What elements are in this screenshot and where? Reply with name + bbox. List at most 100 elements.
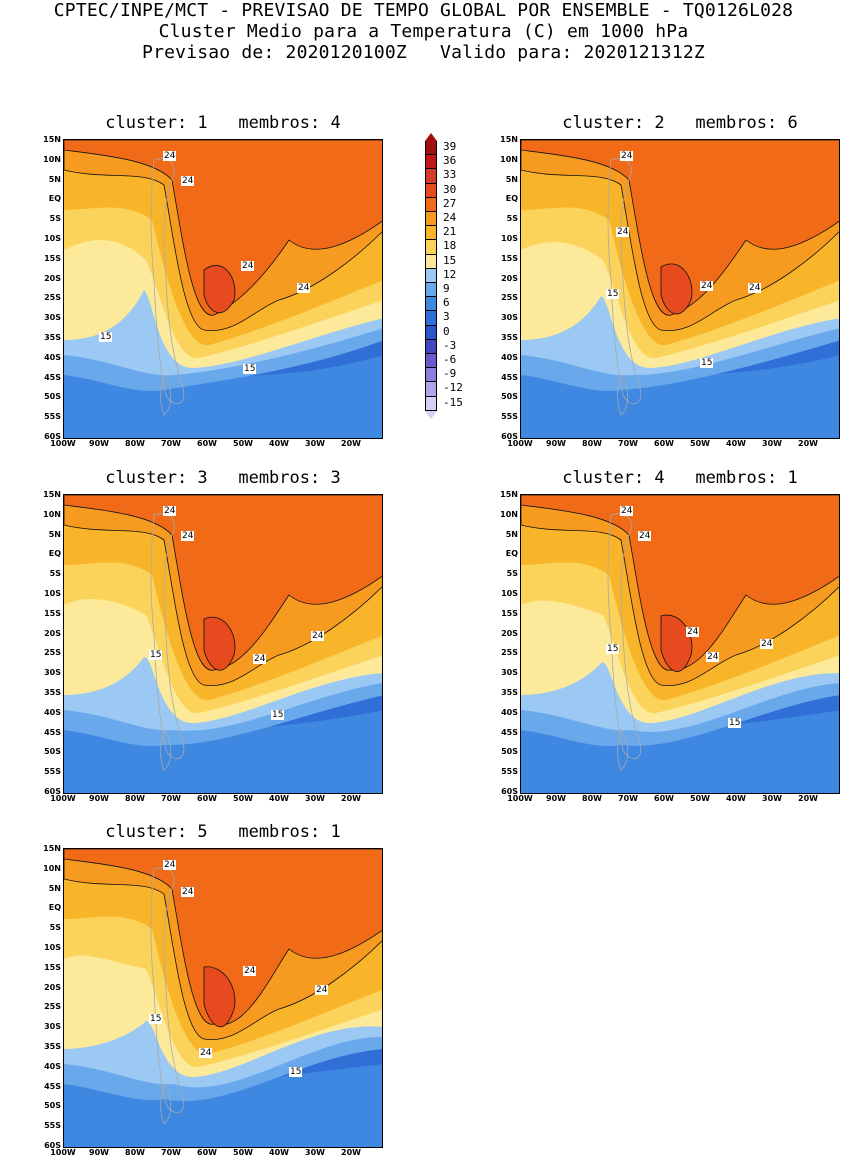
lat-tick-label: 35S [501,333,518,342]
lon-tick-label: 80W [125,439,145,448]
band-6 [64,1064,382,1147]
continent-outline [607,513,642,760]
legend-level-label: -6 [443,353,457,366]
band-30 [660,263,693,315]
band-6 [521,710,839,793]
lon-tick-label: 80W [582,794,602,803]
lat-tick-label: 30S [44,1022,61,1032]
coast-outline [160,374,172,416]
contour-label: 15 [606,289,620,299]
legend-level-label: 21 [443,225,457,239]
contour-label: 24 [163,151,177,161]
lon-tick-label: 80W [582,439,602,448]
contour-label: 24 [199,1048,213,1058]
legend-level-label: 30 [443,182,457,196]
contour-label: 24 [706,652,720,662]
band-30 [660,614,693,672]
lon-tick-label: 90W [546,439,566,448]
lat-tick-label: 55S [44,1121,61,1131]
legend-swatch [425,368,437,383]
lon-tick-label: 90W [546,794,566,803]
temperature-map [63,139,383,439]
lon-tick-label: 50W [233,794,253,803]
legend-level-label: 24 [443,211,457,224]
lon-tick-label: 100W [50,1148,76,1157]
lat-tick-label: 30S [44,313,61,323]
lat-tick-label: 15S [501,608,518,618]
lat-tick-label: 60S [44,787,61,796]
lat-tick-label: 25S [501,293,518,303]
lat-tick-label: 55S [501,412,518,422]
lat-tick-label: 15N [500,135,518,144]
contour-label: 24 [700,281,714,291]
contour-label: 15 [99,332,113,342]
header-line-2: Cluster Medio para a Temperatura (C) em … [158,21,689,42]
lon-tick-label: 60W [197,794,217,803]
band-27 [521,140,839,316]
lat-tick-label: 5S [49,569,61,579]
contour-label: 24 [748,283,762,293]
legend-swatch [425,240,437,255]
legend-level-label: 27 [443,196,457,210]
panel-title: cluster: 1 membros: 4 [105,113,341,133]
lat-tick-label: 5S [49,214,61,224]
legend-level-label: 3 [443,310,450,324]
lon-tick-label: 30W [762,439,782,448]
lat-tick-label: 20S [501,273,518,283]
lat-tick-label: EQ [505,194,518,204]
lon-tick-label: 70W [618,439,638,448]
lat-tick-label: 50S [44,1101,61,1111]
lon-tick-label: 30W [305,439,325,448]
coast-outline [160,729,172,771]
contour-label: 15 [149,650,163,660]
lon-tick-label: 80W [125,1148,145,1157]
contour-label: 15 [271,710,285,720]
legend-level-label: -12 [443,381,463,395]
lat-tick-label: 60S [44,432,61,441]
lat-tick-label: 10S [501,234,518,243]
contour-label: 24 [181,887,195,897]
lat-tick-label: 15N [43,490,61,499]
lon-tick-label: 100W [50,439,76,448]
contour-label: 24 [638,531,652,541]
lat-tick-label: 25S [44,648,61,658]
contour-label: 24 [253,654,267,664]
band-30 [203,966,236,1028]
map-graphic [64,140,382,438]
lat-tick-label: 25S [44,1002,61,1012]
lat-tick-label: 20S [44,982,61,992]
lat-tick-label: 15S [44,253,61,263]
lon-tick-label: 30W [305,794,325,803]
legend-level-label: 18 [443,239,457,253]
lat-tick-label: 40S [44,1061,61,1071]
continent-outline [607,158,642,405]
panel-title: cluster: 5 membros: 1 [105,822,341,842]
lat-tick-label: 50S [501,392,518,402]
lat-tick-label: 55S [44,767,61,777]
figure-header: CPTEC/INPE/MCT - PREVISAO DE TEMPO GLOBA… [0,0,847,63]
panel-title: cluster: 3 membros: 3 [105,468,341,488]
lon-tick-label: 90W [89,794,109,803]
temperature-map [63,494,383,794]
lon-tick-label: 70W [161,439,181,448]
lat-tick-label: 60S [501,787,518,796]
lat-tick-label: 30S [501,668,518,678]
band-27 [521,495,839,671]
legend-level-label: 9 [443,282,450,295]
lat-tick-label: 20S [501,628,518,638]
temperature-map [63,848,383,1148]
legend-swatch [425,339,437,354]
lon-tick-label: 80W [125,794,145,803]
legend-swatch [425,283,437,298]
lat-tick-label: 45S [501,727,518,737]
legend-swatch [425,268,437,283]
legend-swatch [425,311,437,326]
contour-label: 24 [311,631,325,641]
legend-level-label: -3 [443,338,457,352]
lon-tick-label: 90W [89,439,109,448]
map-graphic [521,140,839,438]
lon-tick-label: 90W [89,1148,109,1157]
lat-tick-label: 55S [501,767,518,777]
panel-title: cluster: 2 membros: 6 [562,113,798,133]
legend-max-arrow [425,133,437,141]
